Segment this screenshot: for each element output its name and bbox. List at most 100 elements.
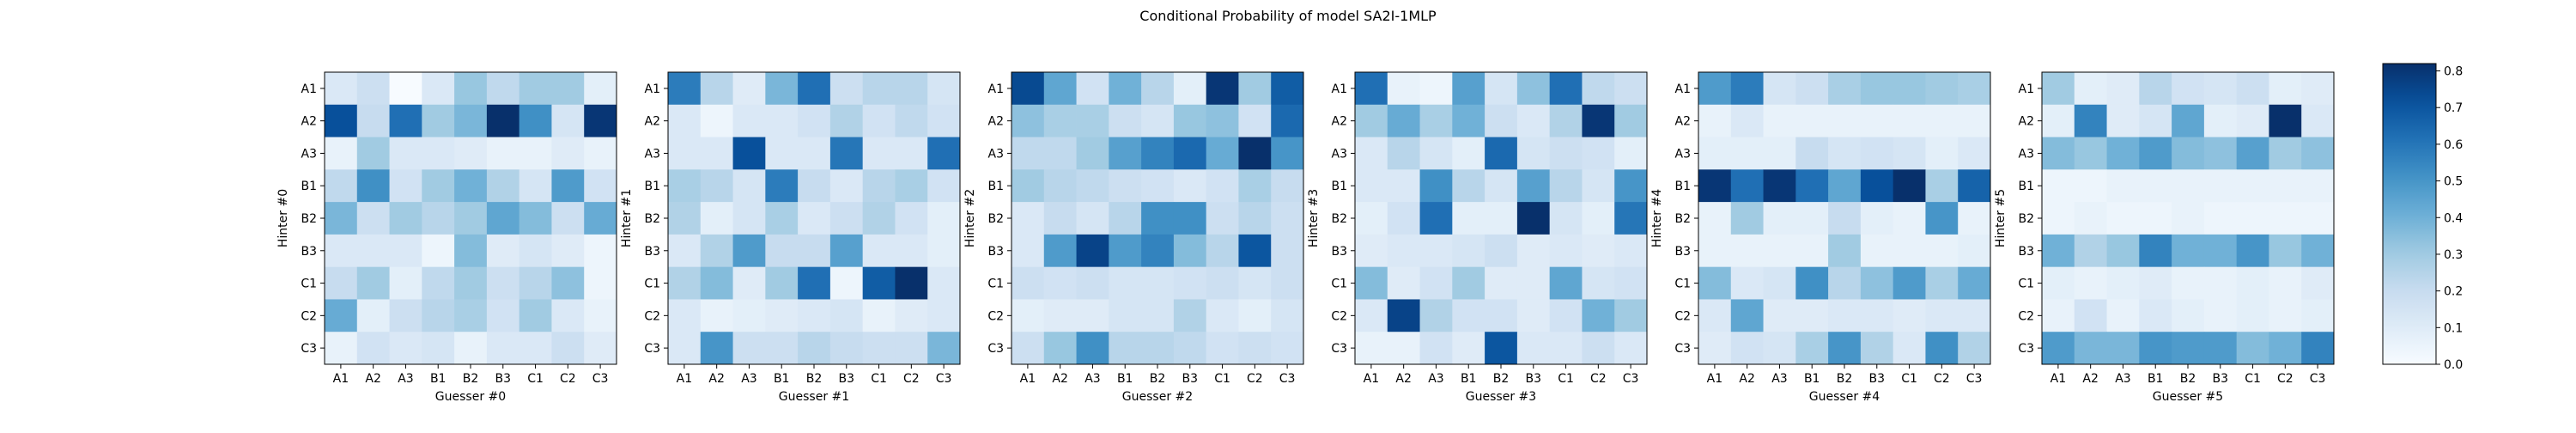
x-tick-label: B2 [463, 372, 479, 386]
heatmap-cell [2172, 234, 2205, 268]
heatmap-cell [927, 202, 961, 235]
y-tick-label: C3 [1674, 342, 1691, 356]
heatmap-cell [1206, 332, 1239, 365]
y-tick-label: C3 [644, 342, 660, 356]
heatmap-cell [668, 332, 702, 365]
heatmap-cell [2139, 169, 2172, 203]
heatmap-cell [2106, 104, 2140, 137]
y-tick-label: C3 [987, 342, 1004, 356]
heatmap-cell [927, 234, 961, 268]
heatmap-cell [1141, 332, 1175, 365]
heatmap-cell [1614, 266, 1648, 300]
heatmap-cell [519, 299, 552, 332]
y-tick-label: B3 [644, 245, 660, 259]
heatmap-cell [1698, 299, 1732, 332]
heatmap-cell [1582, 266, 1615, 300]
heatmap-cell [486, 72, 520, 106]
y-tick-label: C2 [2018, 309, 2034, 323]
heatmap-cell [1614, 169, 1648, 203]
heatmap-cell [1958, 169, 1991, 203]
heatmap-cell [2301, 137, 2335, 170]
heatmap-cell [486, 266, 520, 300]
x-tick-label: A2 [1739, 372, 1754, 386]
heatmap-cell [732, 202, 766, 235]
x-tick-label: C1 [527, 372, 544, 386]
heatmap-cell [1012, 299, 1045, 332]
heatmap-cell [1271, 332, 1304, 365]
y-tick-label: A3 [988, 147, 1004, 161]
heatmap-cell [895, 104, 928, 137]
y-tick-label: A1 [2019, 82, 2034, 96]
x-tick-label: B3 [2213, 372, 2229, 386]
heatmap-cell [2172, 266, 2205, 300]
y-tick-label: C3 [2018, 342, 2034, 356]
heatmap-cell [927, 72, 961, 106]
heatmap-cell [1419, 104, 1453, 137]
heatmap-cell [1549, 72, 1583, 106]
heatmap-cell [1419, 169, 1453, 203]
heatmap-cell [1173, 266, 1207, 300]
heatmap-cell [519, 137, 552, 170]
y-tick-label: A3 [1332, 147, 1347, 161]
colorbar-tick-label: 0.7 [2444, 101, 2463, 115]
y-tick-label: C1 [301, 277, 317, 291]
heatmap-cell [1893, 169, 1926, 203]
colorbar-gradient [2382, 63, 2437, 365]
heatmap-cell [2269, 299, 2302, 332]
y-tick-label: A1 [1675, 82, 1691, 96]
heatmap-cell [1452, 169, 1485, 203]
heatmap-cell [1860, 72, 1894, 106]
heatmap-cell [325, 202, 358, 235]
heatmap-cell [1860, 234, 1894, 268]
heatmap-cell [1698, 332, 1732, 365]
heatmap-cell [2106, 234, 2140, 268]
heatmap-cell [2236, 266, 2269, 300]
heatmap-cell [1828, 202, 1862, 235]
heatmap-cell [2301, 299, 2335, 332]
heatmap-cell [1238, 72, 1272, 106]
heatmap-cell [2269, 234, 2302, 268]
heatmap-cell [1730, 137, 1764, 170]
heatmap-cell [765, 299, 799, 332]
heatmap-cell [798, 137, 831, 170]
heatmap-cell [862, 332, 896, 365]
heatmap-cell [454, 104, 488, 137]
heatmap-cell [1173, 332, 1207, 365]
heatmap-cell [1452, 202, 1485, 235]
heatmap-cell [1206, 202, 1239, 235]
x-tick-label: A3 [1084, 372, 1100, 386]
heatmap-cell [2139, 72, 2172, 106]
heatmap-cell [798, 266, 831, 300]
heatmap-cell [1076, 169, 1109, 203]
x-tick-label: A3 [1428, 372, 1443, 386]
heatmap-cell [1925, 202, 1959, 235]
heatmap-cell [2203, 137, 2238, 170]
heatmap-cell [2042, 266, 2075, 300]
heatmap-cell [765, 72, 799, 106]
heatmap-cell [1614, 72, 1648, 106]
heatmap-cell [2139, 234, 2172, 268]
heatmap-panel-0: A1 A1 A2 A2 A3 A3 B1 B1 B2 B2 B3 B3 C1 C1 C2 C2 C3 C3 Gues… [276, 71, 617, 404]
heatmap-cell [1614, 137, 1648, 170]
heatmap-cell [1173, 72, 1207, 106]
heatmap-cell [1516, 169, 1551, 203]
heatmap-cell [2172, 72, 2205, 106]
heatmap-cell [356, 266, 390, 300]
heatmap-cell [1614, 104, 1648, 137]
heatmap-cell [2203, 104, 2238, 137]
x-axis-label: Guesser #1 [779, 390, 849, 404]
heatmap-cell [1516, 72, 1551, 106]
heatmap-cell [1893, 104, 1926, 137]
heatmap-cell [2203, 266, 2238, 300]
heatmap-cell [422, 266, 455, 300]
heatmap-cell [1238, 169, 1272, 203]
heatmap-cell [1206, 137, 1239, 170]
heatmap-cell [325, 299, 358, 332]
heatmap-cell [829, 104, 864, 137]
heatmap-cell [1387, 72, 1420, 106]
heatmap-cell [1925, 169, 1959, 203]
heatmap-cell [1582, 299, 1615, 332]
heatmap-cell [1012, 169, 1045, 203]
heatmap-cell [551, 137, 585, 170]
